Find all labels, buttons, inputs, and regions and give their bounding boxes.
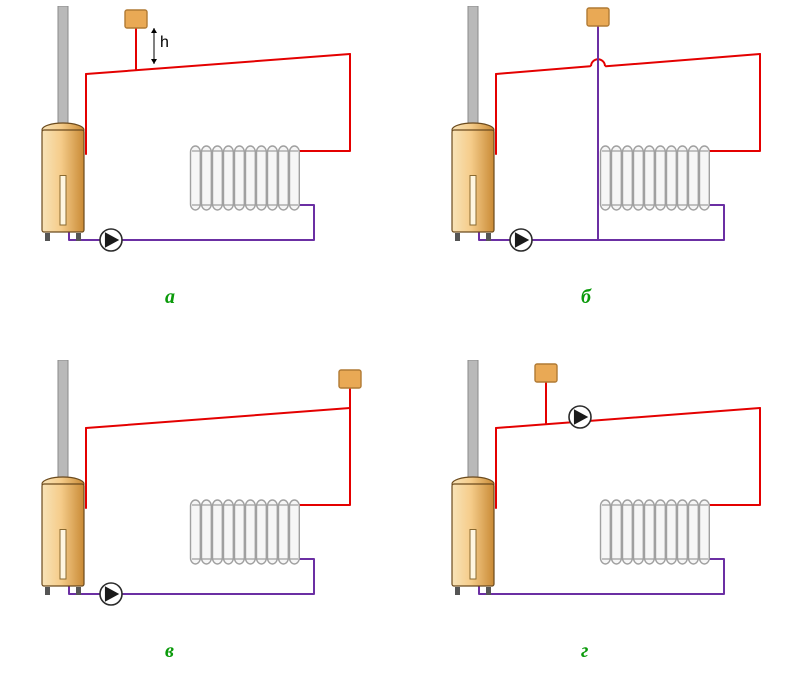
radiator	[601, 146, 710, 210]
boiler-foot	[486, 587, 491, 595]
panel-c	[30, 360, 380, 640]
caption-b: б	[581, 286, 591, 309]
boiler-foot	[76, 587, 81, 595]
boiler-sight-glass	[470, 176, 476, 226]
boiler-sight-glass	[60, 530, 66, 580]
h-label: h	[160, 34, 169, 52]
boiler-foot	[76, 233, 81, 241]
flue-pipe	[58, 6, 68, 130]
panel-b	[440, 6, 790, 286]
expansion-tank	[339, 370, 361, 388]
flue-pipe	[58, 360, 68, 484]
boiler-sight-glass	[470, 530, 476, 580]
boiler-foot	[486, 233, 491, 241]
boiler-foot	[45, 587, 50, 595]
supply-pipe	[496, 408, 760, 428]
supply-pipe	[300, 408, 350, 505]
pump	[569, 406, 591, 428]
expansion-tank	[125, 10, 147, 28]
supply-pipe	[300, 54, 350, 151]
expansion-tank	[535, 364, 557, 382]
radiator	[191, 146, 300, 210]
radiator	[601, 500, 710, 564]
flue-pipe	[468, 360, 478, 484]
caption-a: а	[165, 286, 175, 309]
flue-pipe	[468, 6, 478, 130]
boiler-foot	[45, 233, 50, 241]
expansion-tank	[587, 8, 609, 26]
boiler-foot	[455, 233, 460, 241]
caption-d: г	[581, 640, 588, 663]
supply-pipe	[86, 54, 350, 74]
pump	[100, 229, 122, 251]
supply-pipe	[496, 66, 590, 74]
pump	[510, 229, 532, 251]
caption-c: в	[165, 640, 174, 663]
return-pipe	[479, 559, 724, 594]
pump	[100, 583, 122, 605]
boiler-sight-glass	[60, 176, 66, 226]
supply-pipe	[710, 54, 760, 151]
supply-pipe	[606, 54, 760, 66]
panel-d	[440, 360, 790, 640]
supply-pipe	[710, 408, 760, 505]
panel-a	[30, 6, 380, 286]
supply-pipe	[86, 408, 350, 428]
radiator	[191, 500, 300, 564]
boiler-foot	[455, 587, 460, 595]
